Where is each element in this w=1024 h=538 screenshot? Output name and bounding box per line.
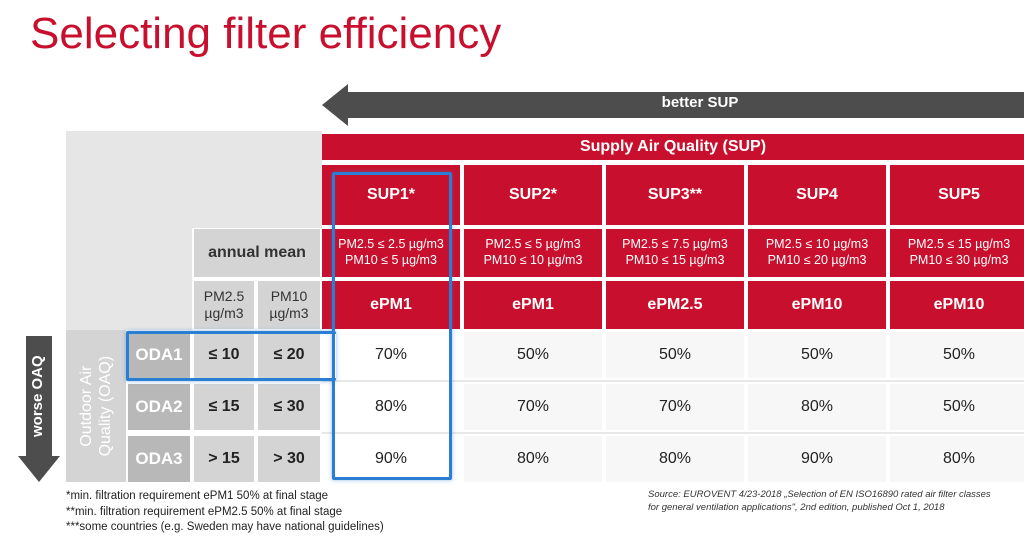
sup-range-pm10: PM10 ≤ 10 µg/m3 [483, 253, 583, 267]
better-sup-label: better SUP [661, 94, 739, 111]
annual-mean-label: annual mean [194, 229, 320, 277]
efficiency-value: 80% [464, 436, 602, 482]
unit-name: PM2.5 [203, 287, 245, 304]
efficiency-value: 80% [322, 384, 460, 430]
worse-oaq-arrow-icon [18, 336, 60, 482]
oaq-side-block [66, 330, 126, 482]
oda-pm25-limit: ≤ 10 [194, 332, 254, 378]
sup-range-cell: PM2.5 ≤ 7.5 µg/m3 PM10 ≤ 15 µg/m3 [606, 229, 744, 277]
filter-class-cell: ePM1 [322, 281, 460, 329]
unit-name: PM10 [270, 287, 308, 304]
sup-range-pm25: PM2.5 ≤ 10 µg/m3 [765, 237, 869, 252]
efficiency-value: 50% [890, 384, 1024, 430]
efficiency-value: 50% [464, 332, 602, 378]
left-header-block [66, 228, 192, 330]
oaq-side-label-text: Outdoor Air Quality (OAQ) [77, 356, 115, 456]
sup-range-pm10: PM10 ≤ 20 µg/m3 [767, 253, 867, 267]
efficiency-value: 90% [322, 436, 460, 482]
sup-range-pm25: PM2.5 ≤ 15 µg/m3 [907, 237, 1011, 252]
efficiency-value: 80% [890, 436, 1024, 482]
oda-row-label: ODA2 [128, 384, 190, 430]
oda-row-label: ODA3 [128, 436, 190, 482]
footnotes: *min. filtration requirement ePM1 50% at… [66, 489, 384, 536]
oda-pm10-limit: ≤ 30 [258, 384, 320, 430]
efficiency-value: 80% [606, 436, 744, 482]
sup-range-pm25: PM2.5 ≤ 7.5 µg/m3 [622, 237, 728, 252]
source-line: Source: EUROVENT 4/23-2018 „Selection of… [648, 489, 991, 500]
sup-range-pm10: PM10 ≤ 15 µg/m3 [625, 253, 725, 267]
row-divider [322, 380, 1024, 382]
sup-range-pm25: PM2.5 ≤ 5 µg/m3 [485, 237, 581, 252]
unit-measure: µg/m3 [269, 305, 309, 321]
oaq-side-line: Quality (OAQ) [97, 355, 114, 457]
sup-column-header: SUP3** [606, 165, 744, 225]
sup-column-header: SUP1* [322, 165, 460, 225]
sup-range-cell: PM2.5 ≤ 10 µg/m3 PM10 ≤ 20 µg/m3 [748, 229, 886, 277]
filter-class-cell: ePM1 [464, 281, 602, 329]
worse-oaq-label: worse OAQ [29, 355, 46, 437]
oda-row-label: ODA1 [128, 332, 190, 378]
filter-class-cell: ePM10 [748, 281, 886, 329]
oda-pm10-limit: ≤ 20 [258, 332, 320, 378]
sup-range-pm10: PM10 ≤ 5 µg/m3 [345, 253, 437, 267]
row-divider [322, 432, 1024, 434]
oda-pm25-limit: ≤ 15 [194, 384, 254, 430]
oaq-side-label: Outdoor Air Quality (OAQ) [66, 330, 126, 482]
efficiency-value: 90% [748, 436, 886, 482]
oda-pm25-limit: > 15 [194, 436, 254, 482]
sup-range-cell: PM2.5 ≤ 5 µg/m3 PM10 ≤ 10 µg/m3 [464, 229, 602, 277]
source-note: Source: EUROVENT 4/23-2018 „Selection of… [648, 489, 1018, 515]
sup-range-cell: PM2.5 ≤ 2.5 µg/m3 PM10 ≤ 5 µg/m3 [322, 229, 460, 277]
unit-pm10-cell: PM10 µg/m3 [258, 281, 320, 329]
unit-pm25-cell: PM2.5 µg/m3 [194, 281, 254, 329]
sup-header: Supply Air Quality (SUP) [322, 134, 1024, 160]
efficiency-value: 50% [890, 332, 1024, 378]
oaq-side-line: Outdoor Air [77, 365, 95, 447]
efficiency-value: 70% [606, 384, 744, 430]
sup-column-header: SUP5 [890, 165, 1024, 225]
efficiency-value: 50% [748, 332, 886, 378]
sup-column-header: SUP2* [464, 165, 602, 225]
source-line: for general ventilation applications", 2… [648, 501, 945, 513]
sup-range-pm25: PM2.5 ≤ 2.5 µg/m3 [338, 237, 444, 252]
footnote: **min. filtration requirement ePM2.5 50%… [66, 505, 343, 518]
footnote: *min. filtration requirement ePM1 50% at… [66, 490, 329, 502]
unit-measure: µg/m3 [204, 305, 244, 321]
oda-pm10-limit: > 30 [258, 436, 320, 482]
sup-column-header: SUP4 [748, 165, 886, 225]
slide-title: Selecting filter efficiency [30, 9, 502, 58]
corner-block [66, 131, 322, 228]
filter-class-cell: ePM2.5 [606, 281, 744, 329]
filter-class-cell: ePM10 [890, 281, 1024, 329]
footnote: ***some countries (e.g. Sweden may have … [66, 521, 384, 534]
efficiency-value: 80% [748, 384, 886, 430]
efficiency-value: 70% [464, 384, 602, 430]
sup-range-pm10: PM10 ≤ 30 µg/m3 [909, 253, 1009, 267]
efficiency-value: 50% [606, 332, 744, 378]
better-sup-arrow-icon [322, 84, 1024, 126]
efficiency-value: 70% [322, 332, 460, 378]
sup-range-cell: PM2.5 ≤ 15 µg/m3 PM10 ≤ 30 µg/m3 [890, 229, 1024, 277]
